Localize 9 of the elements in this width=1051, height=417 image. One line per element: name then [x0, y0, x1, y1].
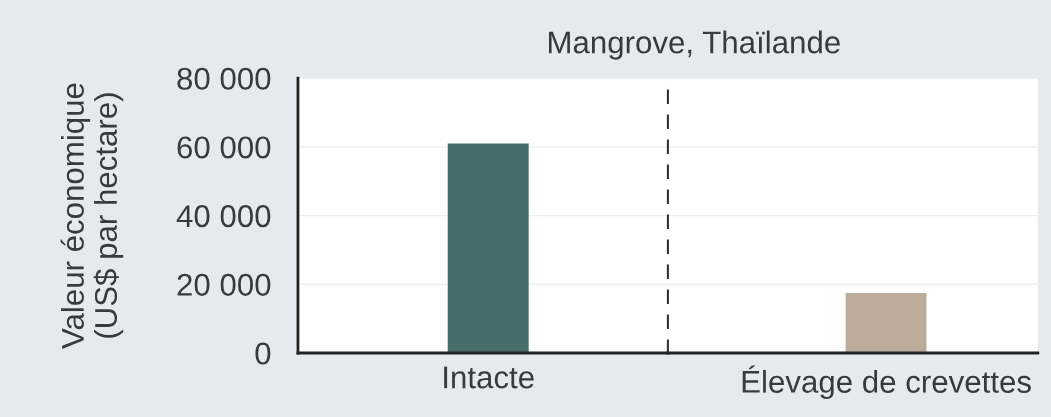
x-tick-label: Élevage de crevettes	[742, 365, 1031, 400]
chart-title: Mangrove, Thaïlande	[549, 30, 840, 60]
x-tick-label: Intacte	[444, 366, 534, 389]
y-tick-label: 0	[255, 342, 271, 365]
y-tick-label: 60 000	[177, 136, 271, 159]
y-tick-label: 80 000	[177, 67, 271, 90]
y-tick-label: 20 000	[177, 273, 271, 296]
y-tick-label: 40 000	[176, 205, 271, 228]
y-axis-title: Valeur économique (US$ par hectare)	[60, 83, 124, 349]
